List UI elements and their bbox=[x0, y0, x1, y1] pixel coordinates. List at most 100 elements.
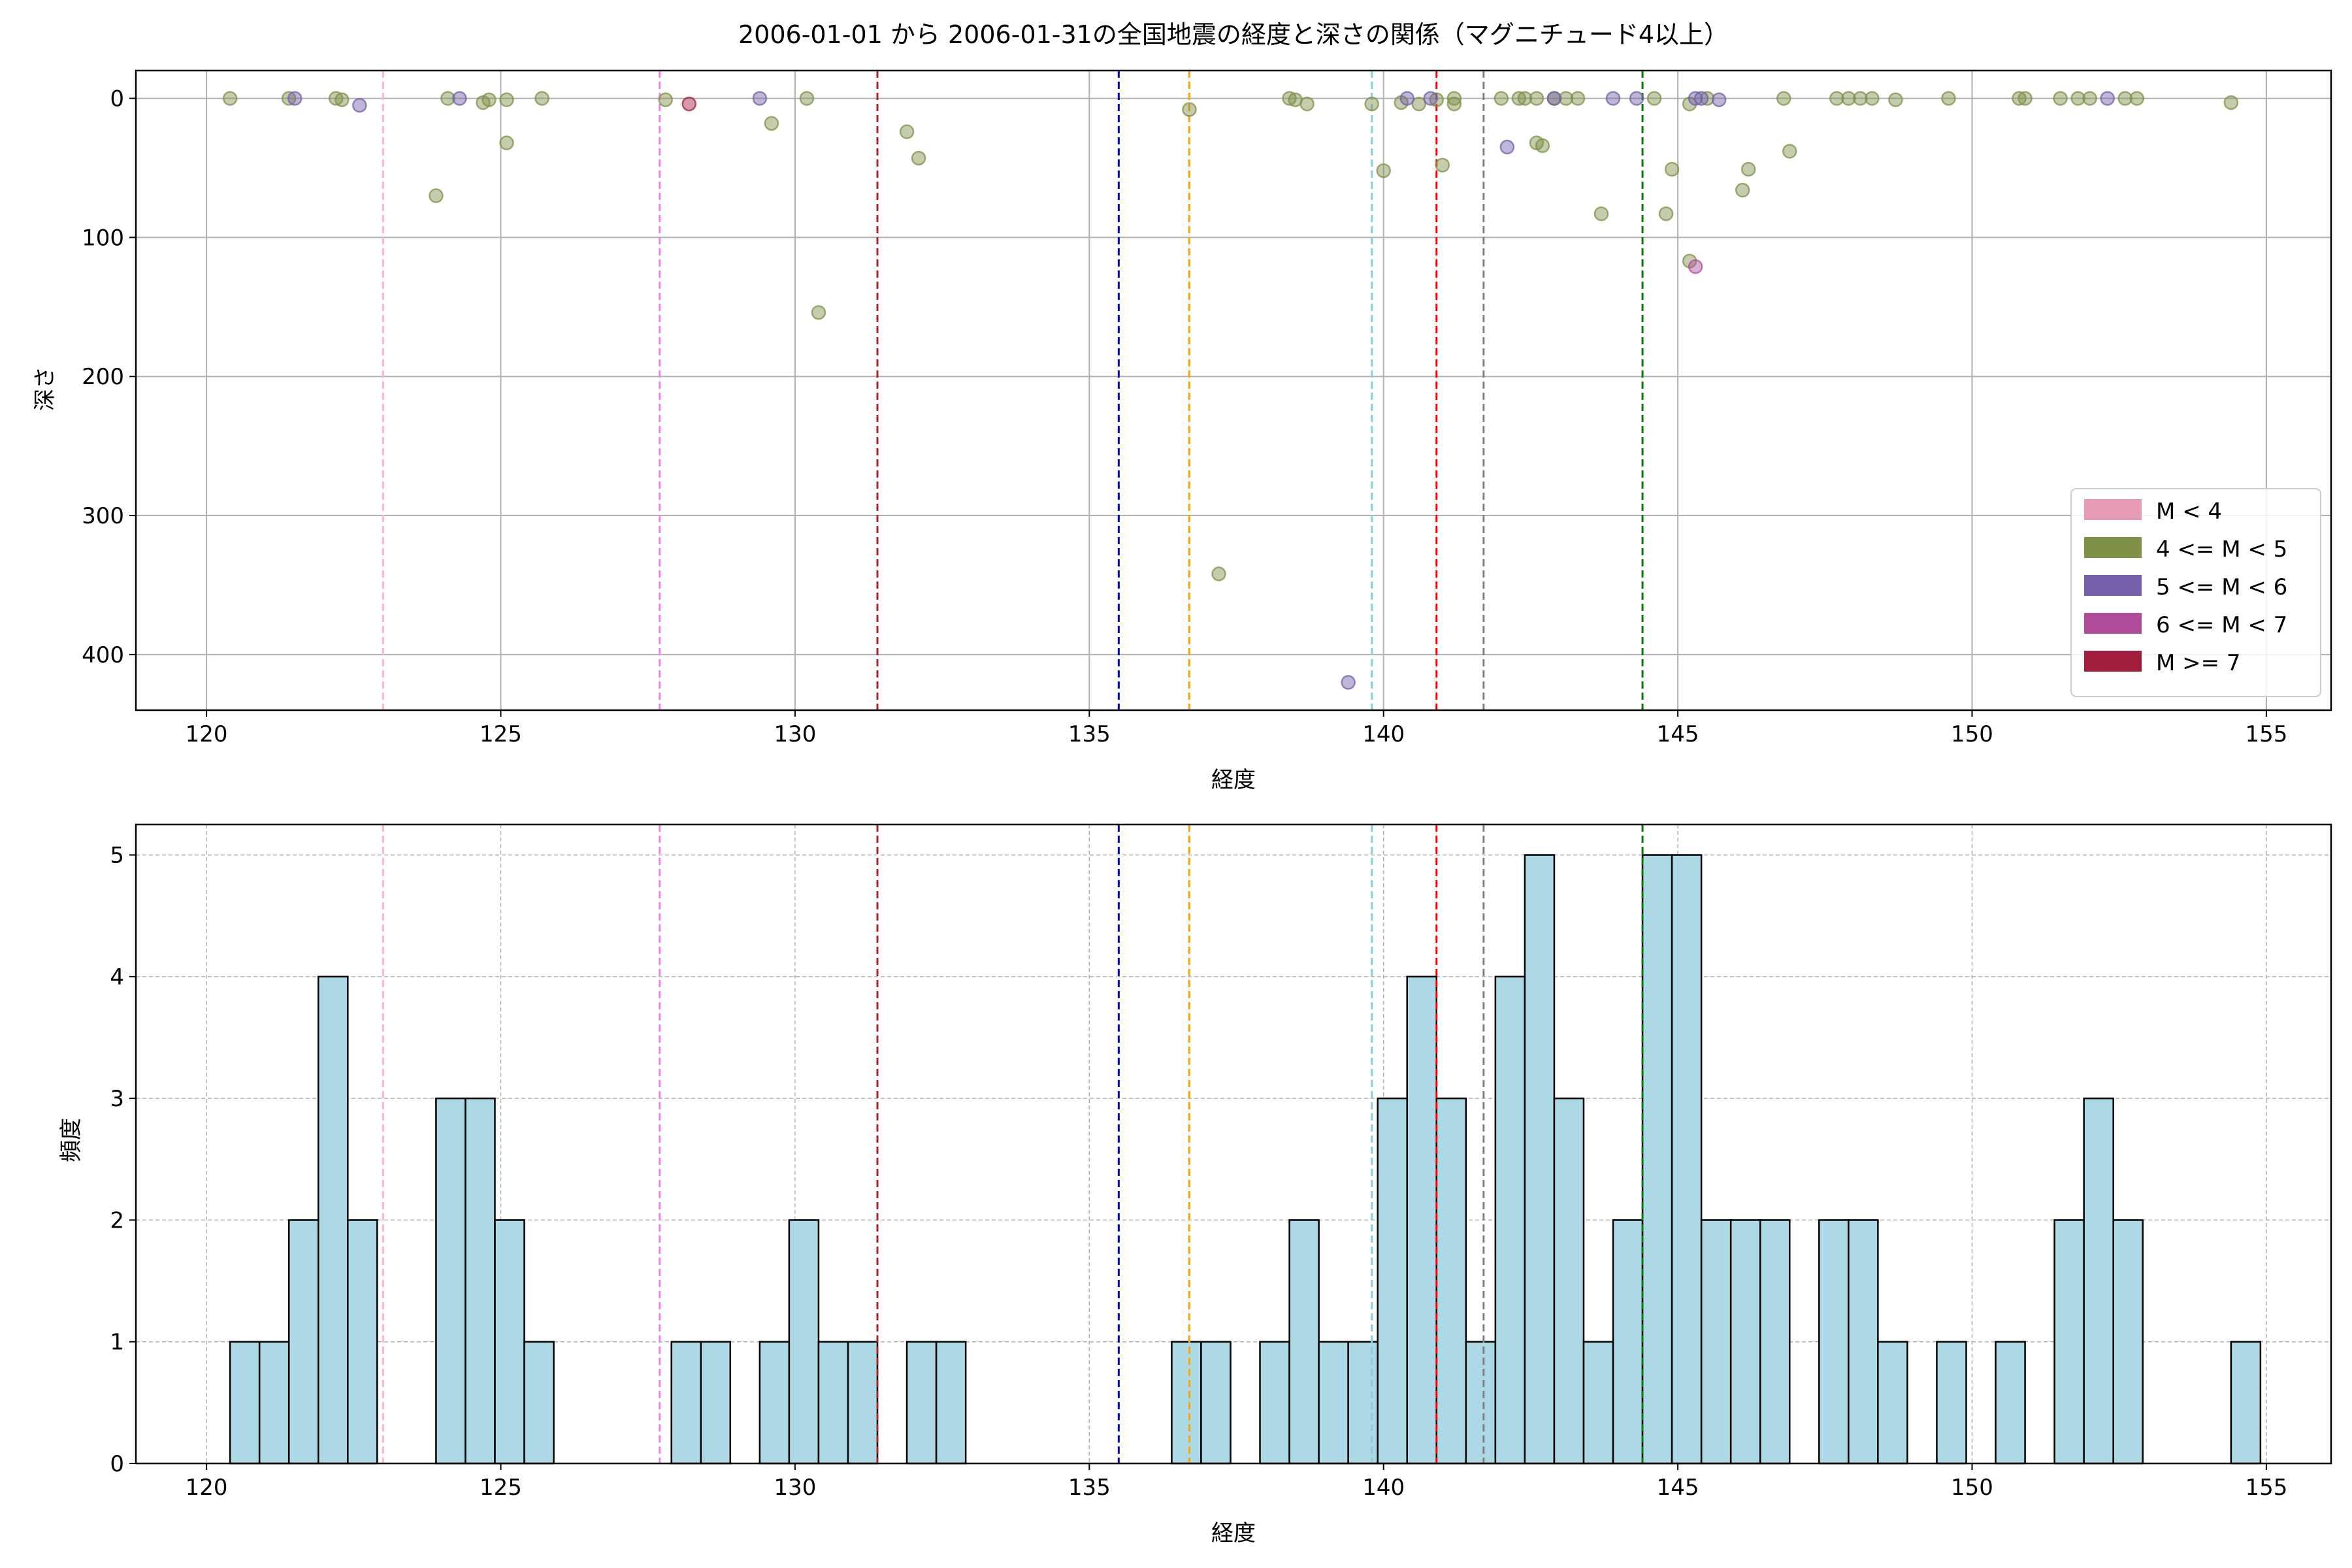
histogram-bar bbox=[1759, 1219, 1791, 1465]
scatter-point bbox=[1570, 91, 1586, 106]
scatter-x-tick-label: 145 bbox=[1657, 721, 1699, 747]
histogram-y-tick-label: 0 bbox=[110, 1451, 124, 1477]
scatter-point bbox=[1735, 182, 1750, 198]
scatter-point bbox=[1646, 91, 1662, 106]
histogram-bar bbox=[1318, 1341, 1349, 1465]
histogram-panel: 120 125 130 135 140 145 150 155 0 1 2 3 4 5 経度 頻度 bbox=[58, 823, 2332, 1546]
histogram-bar bbox=[1936, 1341, 1967, 1465]
histogram-bar bbox=[1406, 975, 1438, 1465]
scatter-point bbox=[1411, 96, 1427, 112]
legend-label: M >= 7 bbox=[2156, 650, 2241, 676]
scatter-point bbox=[1664, 161, 1680, 177]
scatter-point bbox=[482, 92, 497, 107]
histogram-bar bbox=[287, 1219, 319, 1465]
scatter-point bbox=[222, 91, 238, 106]
scatter-point bbox=[1399, 91, 1414, 106]
scatter-y-tick-label: 200 bbox=[82, 364, 124, 390]
scatter-point bbox=[2070, 91, 2085, 106]
histogram-bar bbox=[1494, 975, 1526, 1465]
histogram-bar bbox=[1377, 1097, 1408, 1465]
histogram-bar bbox=[2053, 1219, 2085, 1465]
scatter-point bbox=[1688, 259, 1703, 274]
scatter-x-tick-label: 135 bbox=[1068, 721, 1111, 747]
scatter-point bbox=[752, 91, 768, 106]
histogram-bar bbox=[759, 1341, 791, 1465]
scatter-point bbox=[1435, 157, 1450, 172]
scatter-point bbox=[1299, 96, 1315, 112]
scatter-y-tick-label: 100 bbox=[82, 225, 124, 251]
histogram-y-tick-label: 5 bbox=[110, 843, 124, 869]
scatter-point bbox=[1364, 96, 1379, 112]
legend-swatch bbox=[2084, 651, 2142, 672]
histogram-y-tick-label: 2 bbox=[110, 1207, 124, 1233]
histogram-y-tick-label: 3 bbox=[110, 1086, 124, 1112]
histogram-bar bbox=[523, 1341, 555, 1465]
scatter-y-axis-label: 深さ bbox=[32, 367, 58, 411]
scatter-point bbox=[681, 96, 697, 112]
scatter-point bbox=[2100, 91, 2115, 106]
scatter-point bbox=[1865, 91, 1880, 106]
scatter-point bbox=[440, 91, 455, 106]
scatter-point bbox=[1693, 91, 1709, 106]
histogram-bar bbox=[817, 1341, 849, 1465]
legend-entries: M < 4 4 <= M < 5 5 <= M < 6 6 <= M < 7 M >= … bbox=[2084, 498, 2287, 676]
histogram-bar bbox=[1200, 1341, 1232, 1465]
histogram-bar bbox=[465, 1097, 496, 1465]
histogram-vlines bbox=[382, 825, 1644, 1463]
histogram-bar bbox=[1465, 1341, 1497, 1465]
scatter-panel: 120 125 130 135 140 145 150 155 0 100 200 300 400 経… bbox=[32, 69, 2332, 793]
histogram-bar bbox=[2112, 1219, 2144, 1465]
scatter-point bbox=[1782, 144, 1797, 159]
histogram-bar bbox=[1641, 854, 1673, 1465]
histogram-bar bbox=[1582, 1341, 1614, 1465]
histogram-y-tick-label: 4 bbox=[110, 964, 124, 990]
scatter-point bbox=[2082, 91, 2097, 106]
scatter-vlines bbox=[382, 71, 1644, 710]
scatter-point bbox=[1740, 161, 1756, 177]
scatter-point bbox=[499, 92, 514, 107]
histogram-bar bbox=[1729, 1219, 1761, 1465]
histogram-y-ticks: 0 1 2 3 4 5 bbox=[110, 843, 136, 1477]
scatter-point bbox=[1829, 91, 1844, 106]
scatter-point bbox=[1629, 91, 1644, 106]
scatter-point bbox=[2053, 91, 2068, 106]
scatter-point bbox=[658, 92, 673, 107]
scatter-x-tick-label: 155 bbox=[2245, 721, 2287, 747]
histogram-bar bbox=[1435, 1097, 1467, 1465]
legend: M < 4 4 <= M < 5 5 <= M < 6 6 <= M < 7 M >= … bbox=[2070, 488, 2321, 697]
scatter-point bbox=[899, 124, 915, 139]
scatter-point bbox=[1529, 91, 1544, 106]
histogram-bar bbox=[494, 1219, 525, 1465]
scatter-y-tick-label: 300 bbox=[82, 503, 124, 529]
histogram-bars bbox=[229, 854, 2262, 1465]
scatter-point bbox=[1941, 91, 1956, 106]
legend-swatch bbox=[2084, 537, 2142, 558]
scatter-point bbox=[1341, 675, 1356, 690]
scatter-point bbox=[2223, 95, 2239, 110]
scatter-y-tick-label: 0 bbox=[110, 86, 124, 112]
legend-label: 5 <= M < 6 bbox=[2156, 574, 2287, 600]
scatter-point bbox=[1211, 566, 1226, 581]
histogram-x-tick-label: 155 bbox=[2245, 1475, 2287, 1501]
scatter-y-ticks: 0 100 200 300 400 bbox=[82, 86, 136, 668]
histogram-bar bbox=[2230, 1341, 2262, 1465]
histogram-plot-frame bbox=[135, 823, 2332, 1465]
scatter-point bbox=[1593, 206, 1609, 221]
histogram-bar bbox=[2083, 1097, 2114, 1465]
scatter-x-ticks: 120 125 130 135 140 145 150 155 bbox=[186, 710, 2287, 747]
legend-swatch bbox=[2084, 499, 2142, 520]
scatter-x-tick-label: 130 bbox=[774, 721, 816, 747]
scatter-point bbox=[1517, 91, 1533, 106]
scatter-point bbox=[499, 135, 514, 150]
histogram-bar bbox=[935, 1341, 967, 1465]
scatter-grid bbox=[136, 71, 2331, 710]
scatter-x-tick-label: 140 bbox=[1362, 721, 1405, 747]
histogram-bar bbox=[1818, 1219, 1850, 1465]
histogram-bar bbox=[1995, 1341, 2026, 1465]
histogram-x-tick-label: 135 bbox=[1068, 1475, 1111, 1501]
scatter-point bbox=[1182, 102, 1197, 117]
histogram-x-tick-label: 145 bbox=[1657, 1475, 1699, 1501]
scatter-point bbox=[1446, 91, 1462, 106]
